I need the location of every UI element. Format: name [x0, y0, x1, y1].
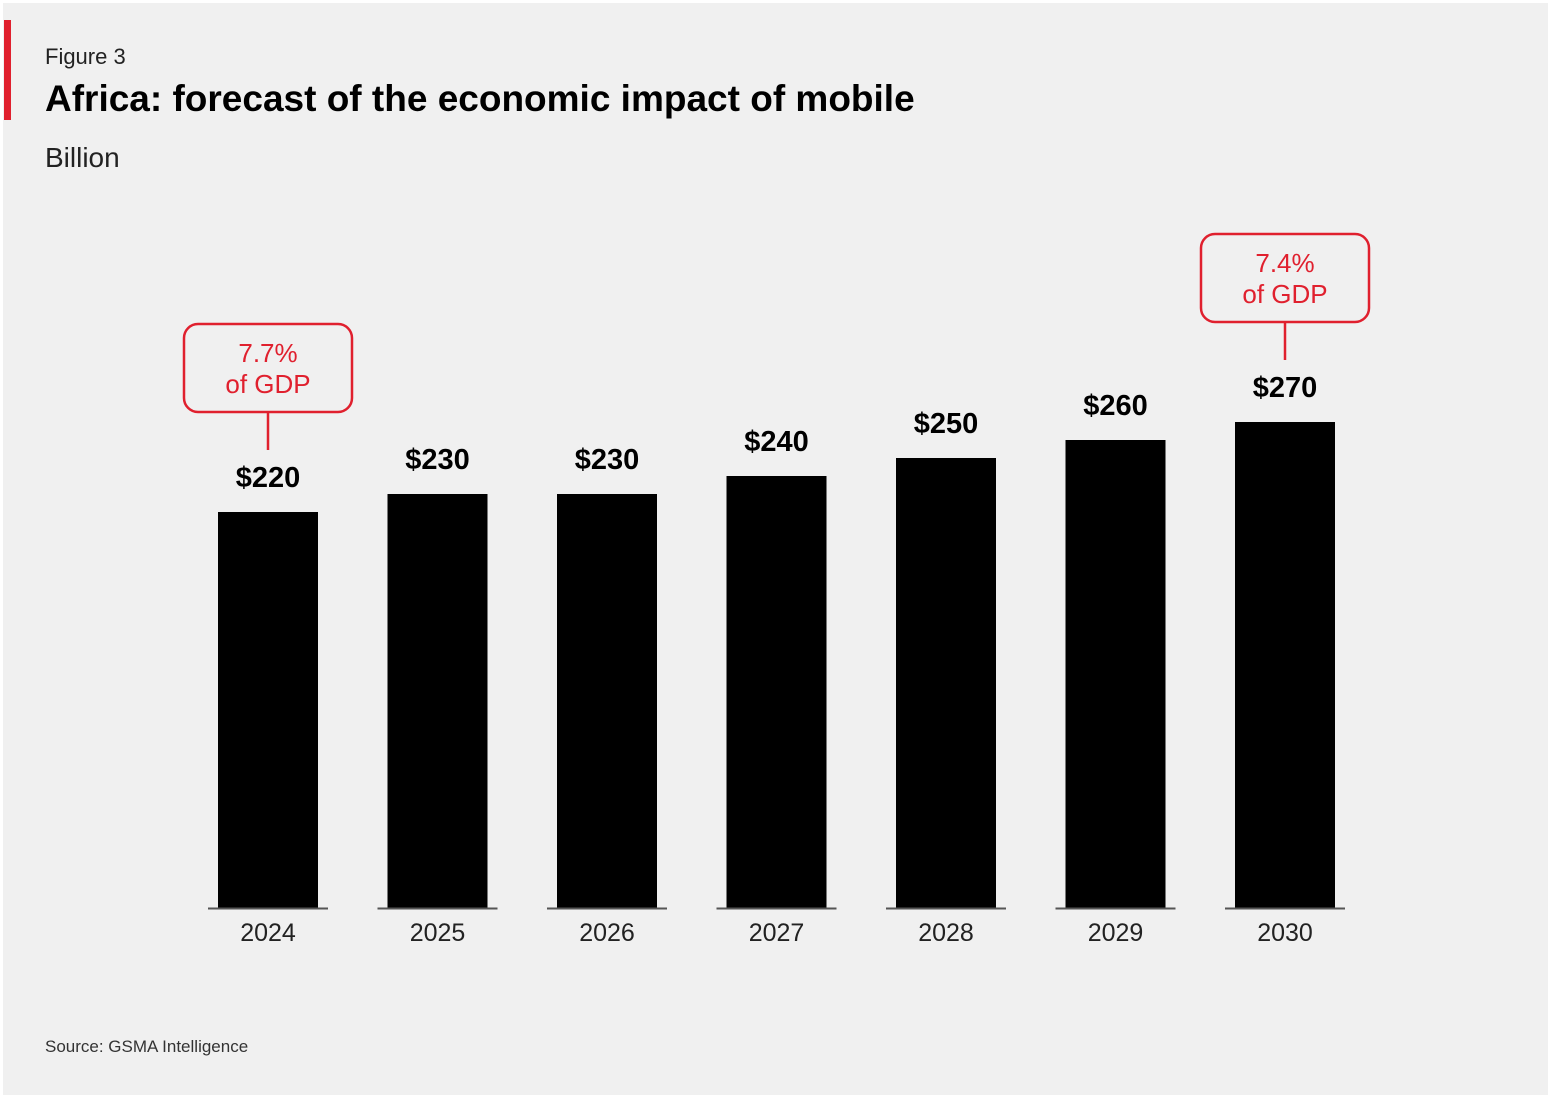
- x-tick-2027: 2027: [749, 919, 805, 947]
- bar-2026: [557, 494, 657, 908]
- x-tick-2029: 2029: [1088, 919, 1144, 947]
- x-tick-2024: 2024: [240, 919, 296, 947]
- callout-box-2030: [1199, 232, 1371, 324]
- data-label-2030: $270: [1253, 372, 1318, 404]
- x-tick-2028: 2028: [918, 919, 974, 947]
- data-label-2029: $260: [1083, 390, 1148, 422]
- bar-2030: [1235, 422, 1335, 908]
- data-label-2027: $240: [744, 426, 809, 458]
- figure-label: Figure 3: [45, 44, 126, 69]
- callout-text-2024-2: of GDP: [225, 369, 310, 399]
- bar-2028: [896, 458, 996, 908]
- accent-bar: [4, 20, 11, 120]
- data-label-2026: $230: [575, 444, 640, 476]
- callout-text-2030-1: 7.4%: [1255, 248, 1314, 278]
- bar-2029: [1065, 440, 1166, 908]
- chart-title: Africa: forecast of the economic impact …: [45, 78, 915, 119]
- callout-box-2024: [182, 322, 354, 414]
- chart-subtitle: Billion: [45, 142, 120, 173]
- data-label-2028: $250: [914, 408, 979, 440]
- data-label-2025: $230: [405, 444, 470, 476]
- callout-text-2024-1: 7.7%: [238, 338, 297, 368]
- bar-2024: [218, 512, 318, 908]
- callout-text-2030-2: of GDP: [1242, 279, 1327, 309]
- source-note: Source: GSMA Intelligence: [45, 1037, 249, 1056]
- bar-2025: [387, 494, 488, 908]
- bar-2027: [726, 476, 827, 908]
- data-label-2024: $220: [236, 462, 301, 494]
- x-tick-2030: 2030: [1257, 919, 1313, 947]
- x-tick-2025: 2025: [410, 919, 466, 947]
- x-tick-2026: 2026: [579, 919, 635, 947]
